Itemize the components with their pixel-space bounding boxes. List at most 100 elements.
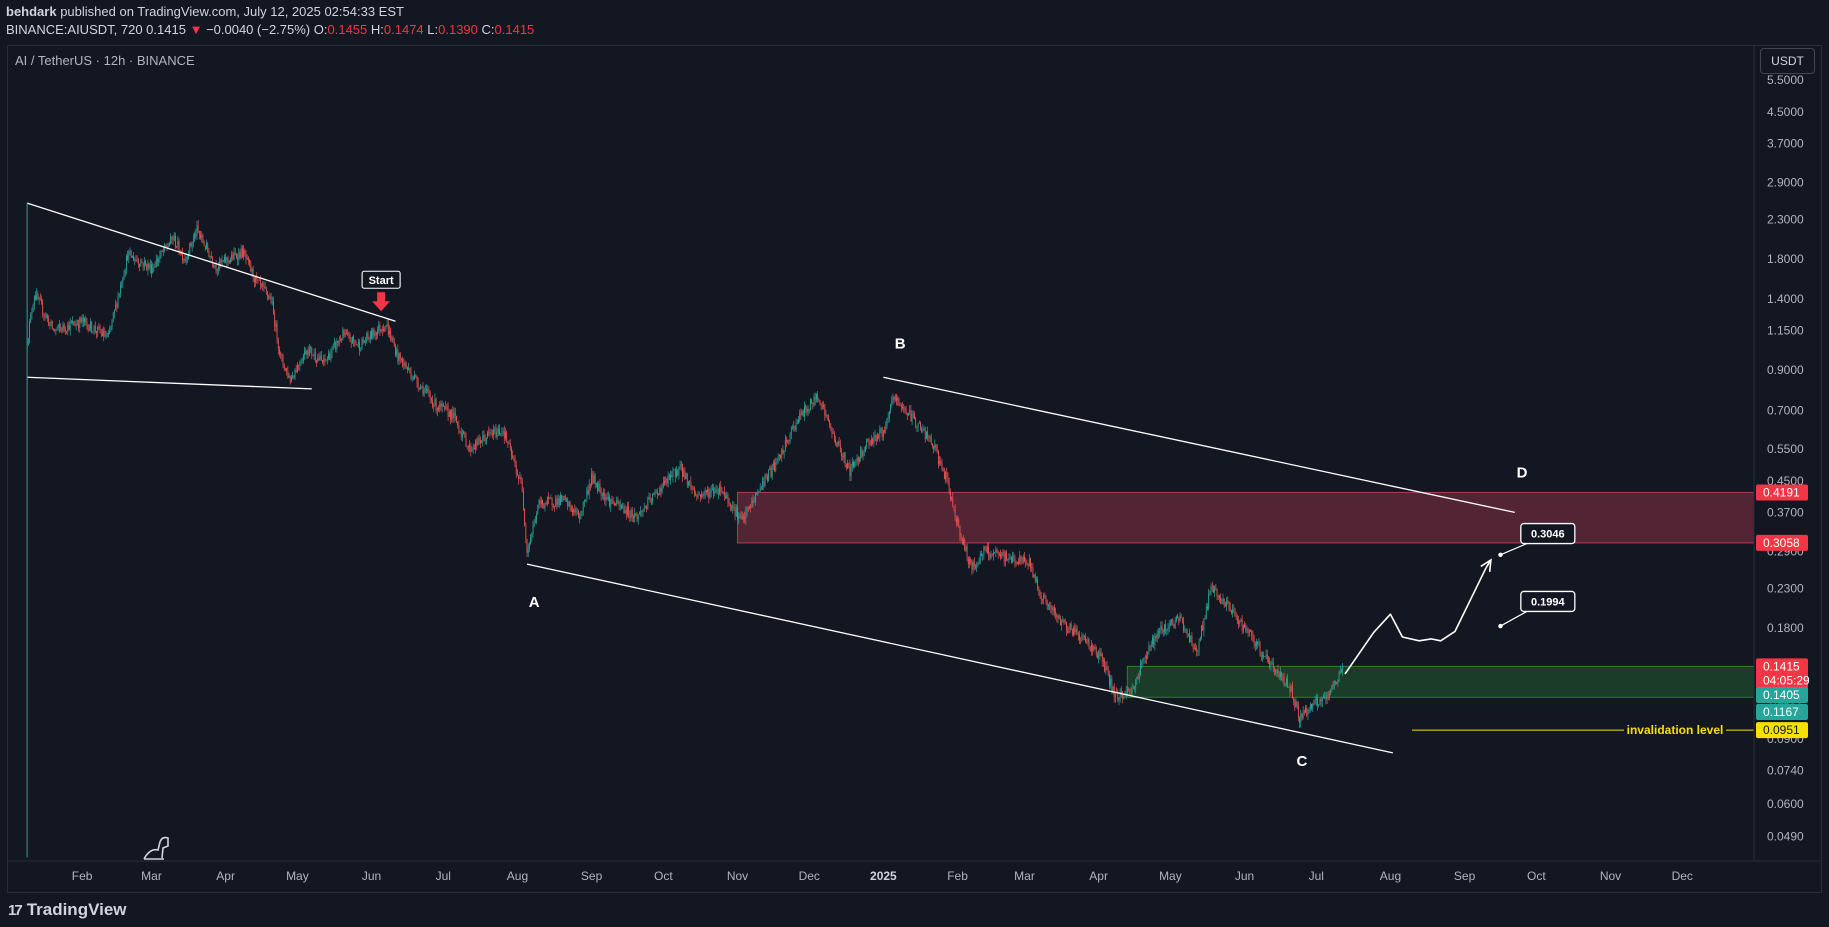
candle-body — [140, 261, 142, 267]
candle-body — [958, 519, 960, 526]
tradingview-logo[interactable]: 17 TradingView — [8, 900, 127, 920]
candle-body — [1337, 681, 1339, 684]
candle-body — [201, 235, 203, 238]
candle-body — [772, 462, 774, 467]
candle-body — [90, 321, 91, 329]
candle-body — [783, 450, 785, 454]
candle-body — [191, 243, 193, 247]
candle-body — [427, 389, 429, 392]
price-tick-label: 1.1500 — [1767, 324, 1804, 338]
candle-body — [532, 525, 534, 534]
candle-body — [103, 330, 105, 337]
candle-body — [603, 492, 604, 496]
candle-body — [1230, 610, 1232, 614]
candle-body — [385, 325, 387, 330]
candle-body — [873, 437, 875, 444]
candle-body — [1013, 557, 1015, 559]
candle-body — [1264, 656, 1266, 657]
candle-body — [1280, 672, 1281, 678]
candle-body — [1175, 616, 1177, 621]
candle-body — [1284, 683, 1286, 685]
candle-body — [27, 338, 29, 346]
candle-body — [513, 457, 515, 461]
price-tag-label: 0.1167 — [1763, 705, 1799, 719]
candle-body — [214, 265, 216, 267]
candle-body — [291, 377, 292, 383]
candle-body — [758, 491, 760, 492]
candle-body — [653, 493, 655, 495]
candle-body — [692, 488, 694, 490]
candle-body — [1215, 587, 1217, 589]
candle-body — [262, 283, 264, 287]
candle-body — [1232, 609, 1234, 614]
candle-body — [281, 354, 283, 357]
candle-body — [862, 451, 864, 457]
candle-body — [677, 469, 679, 476]
candle-body — [1169, 623, 1171, 626]
start-arrow-icon — [372, 292, 391, 312]
candle-body — [813, 396, 815, 405]
candle-body — [720, 485, 722, 492]
candle-body — [1043, 595, 1045, 600]
candle-body — [787, 440, 789, 442]
candle-body — [1091, 644, 1092, 652]
candle-body — [790, 427, 792, 435]
candle-body — [782, 449, 784, 454]
candle-body — [143, 260, 145, 267]
candle-body — [1301, 713, 1303, 719]
candle-body — [542, 500, 543, 505]
candle-body — [38, 298, 40, 300]
candle-body — [633, 516, 634, 518]
candle-body — [1248, 630, 1250, 634]
candle-body — [983, 546, 985, 556]
candle-body — [528, 544, 530, 549]
candle-body — [572, 509, 573, 513]
candle-body — [141, 261, 143, 264]
candle-body — [861, 448, 863, 457]
candle-body — [1155, 636, 1157, 638]
candle-body — [691, 486, 693, 490]
symbol-legend[interactable]: AI / TetherUS · 12h · BINANCE — [15, 53, 195, 68]
candle-body — [600, 490, 602, 496]
candle-body — [804, 406, 805, 417]
candle-body — [331, 347, 333, 354]
candle-body — [1282, 675, 1284, 678]
candle-body — [119, 285, 121, 294]
candle-body — [145, 260, 146, 264]
candle-body — [1293, 698, 1295, 700]
price-tick-label: 0.1800 — [1767, 621, 1804, 635]
candle-body — [346, 333, 347, 335]
candle-body — [561, 495, 563, 502]
candle-body — [1216, 588, 1218, 597]
candle-body — [277, 339, 279, 349]
candle-body — [279, 348, 280, 354]
candle-body — [1126, 690, 1128, 691]
candle-body — [374, 332, 376, 336]
candle-body — [836, 443, 838, 447]
candle-body — [753, 502, 755, 503]
price-tag-label: 0.4191 — [1763, 485, 1800, 499]
candle-body — [361, 339, 363, 350]
candle-body — [1061, 622, 1062, 626]
candle-body — [508, 443, 510, 445]
candle-body — [1088, 639, 1090, 650]
candle-body — [219, 259, 221, 268]
callout-dot — [1498, 552, 1503, 557]
publisher-name[interactable]: behdark — [6, 4, 57, 19]
candle-body — [185, 257, 187, 262]
candle-body — [410, 372, 412, 379]
currency-button[interactable]: USDT — [1760, 48, 1815, 74]
time-tick-label: Aug — [507, 869, 528, 883]
candle-body — [35, 296, 36, 300]
candle-body — [158, 259, 160, 262]
candle-body — [499, 429, 500, 435]
candle-body — [1222, 598, 1224, 602]
candle-body — [1276, 669, 1278, 673]
candle-body — [799, 412, 801, 420]
candle-body — [965, 546, 967, 551]
candle-body — [302, 355, 304, 362]
candle-body — [784, 440, 786, 451]
candle-body — [683, 470, 685, 477]
candle-body — [1106, 666, 1108, 670]
